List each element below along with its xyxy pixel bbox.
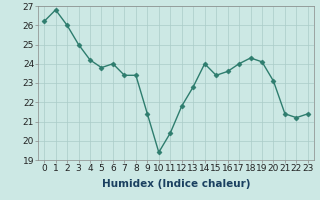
X-axis label: Humidex (Indice chaleur): Humidex (Indice chaleur): [102, 179, 250, 189]
